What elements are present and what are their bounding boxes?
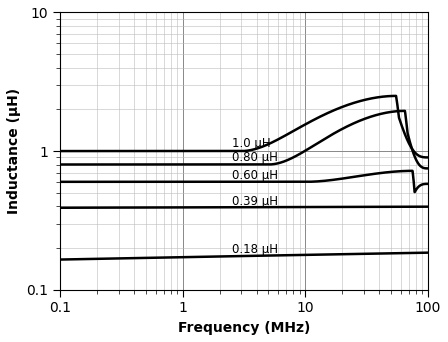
Text: 0.60 μH: 0.60 μH [232,169,278,182]
Text: 1.0 μH: 1.0 μH [232,137,270,150]
Y-axis label: Inductance (μH): Inductance (μH) [7,88,21,214]
X-axis label: Frequency (MHz): Frequency (MHz) [178,321,310,335]
Text: 0.80 μH: 0.80 μH [232,151,277,164]
Text: 0.39 μH: 0.39 μH [232,195,278,208]
Text: 0.18 μH: 0.18 μH [232,243,278,256]
